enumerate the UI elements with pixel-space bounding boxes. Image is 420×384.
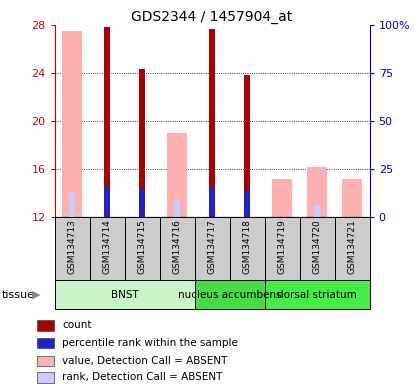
Bar bbox=[307, 167, 327, 217]
Text: GSM134716: GSM134716 bbox=[173, 219, 181, 274]
Bar bbox=[314, 205, 320, 217]
Bar bbox=[335, 217, 370, 280]
Bar bbox=[230, 217, 265, 280]
Text: dorsal striatum: dorsal striatum bbox=[277, 290, 357, 300]
Bar bbox=[160, 217, 194, 280]
Bar bbox=[89, 217, 125, 280]
Text: rank, Detection Call = ABSENT: rank, Detection Call = ABSENT bbox=[62, 372, 222, 382]
Text: GSM134713: GSM134713 bbox=[68, 219, 76, 274]
Text: GSM134714: GSM134714 bbox=[102, 219, 112, 274]
Bar bbox=[63, 31, 82, 217]
Title: GDS2344 / 1457904_at: GDS2344 / 1457904_at bbox=[131, 10, 293, 24]
Text: GSM134715: GSM134715 bbox=[138, 219, 147, 274]
Text: count: count bbox=[62, 320, 92, 330]
Bar bbox=[37, 356, 55, 366]
Bar bbox=[125, 217, 160, 280]
Bar bbox=[37, 320, 55, 331]
Bar bbox=[139, 70, 145, 217]
Bar bbox=[139, 189, 145, 217]
Bar bbox=[174, 199, 180, 217]
Bar bbox=[194, 217, 230, 280]
Text: GSM134719: GSM134719 bbox=[278, 219, 286, 274]
Text: ▶: ▶ bbox=[32, 290, 40, 300]
Bar bbox=[194, 280, 265, 309]
Bar bbox=[37, 338, 55, 349]
Bar bbox=[342, 179, 362, 217]
Text: percentile rank within the sample: percentile rank within the sample bbox=[62, 338, 238, 348]
Text: GSM134720: GSM134720 bbox=[312, 219, 322, 274]
Text: GSM134717: GSM134717 bbox=[207, 219, 217, 274]
Bar bbox=[265, 217, 299, 280]
Text: GSM134718: GSM134718 bbox=[243, 219, 252, 274]
Bar bbox=[209, 28, 215, 217]
Bar bbox=[273, 179, 292, 217]
Text: GSM134721: GSM134721 bbox=[348, 219, 357, 274]
Bar bbox=[299, 217, 335, 280]
Bar bbox=[55, 280, 194, 309]
Bar bbox=[244, 75, 250, 217]
Bar bbox=[55, 217, 89, 280]
Text: nucleus accumbens: nucleus accumbens bbox=[178, 290, 281, 300]
Bar bbox=[104, 187, 110, 217]
Bar bbox=[37, 372, 55, 382]
Bar bbox=[209, 187, 215, 217]
Text: BNST: BNST bbox=[111, 290, 139, 300]
Text: value, Detection Call = ABSENT: value, Detection Call = ABSENT bbox=[62, 356, 227, 366]
Bar bbox=[104, 27, 110, 217]
Bar bbox=[69, 193, 75, 217]
Bar bbox=[244, 190, 250, 217]
Text: tissue: tissue bbox=[2, 290, 35, 300]
Bar bbox=[265, 280, 370, 309]
Bar bbox=[168, 133, 187, 217]
